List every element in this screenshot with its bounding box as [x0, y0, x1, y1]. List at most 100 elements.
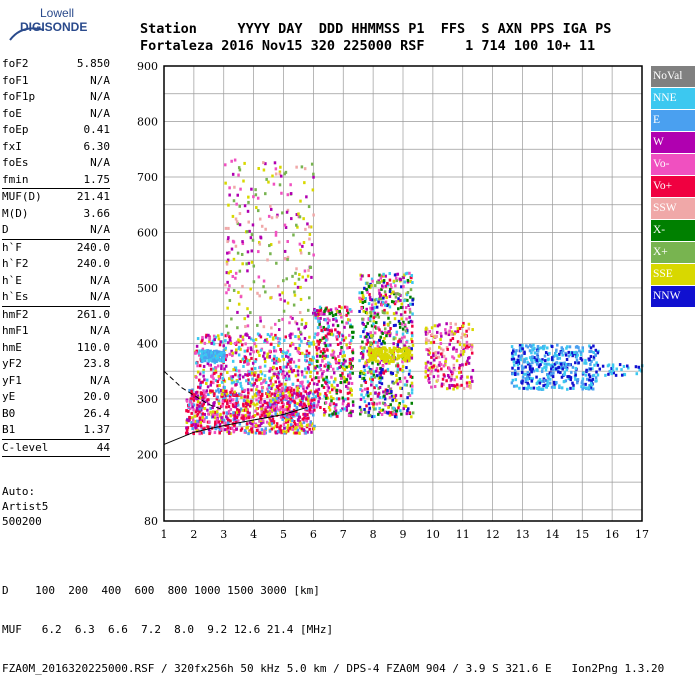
data-point — [348, 308, 352, 312]
data-point — [300, 424, 304, 428]
data-point — [360, 384, 363, 388]
data-point — [289, 397, 292, 401]
data-point — [270, 332, 273, 336]
data-point — [326, 348, 329, 352]
data-point — [382, 280, 386, 284]
data-point — [326, 321, 330, 325]
data-point — [307, 354, 310, 358]
data-point — [308, 410, 312, 414]
data-point — [402, 285, 405, 289]
data-point — [442, 364, 446, 368]
data-point — [392, 353, 396, 357]
data-point — [395, 332, 398, 336]
data-point — [391, 372, 395, 376]
data-point — [246, 346, 250, 350]
data-point — [464, 334, 468, 338]
data-point — [403, 310, 407, 314]
data-point — [367, 414, 370, 418]
data-point — [574, 345, 578, 349]
data-point — [367, 365, 371, 369]
data-point — [280, 191, 283, 195]
data-point — [313, 424, 316, 428]
data-point — [235, 202, 238, 206]
data-point — [291, 419, 294, 423]
data-point — [247, 261, 251, 265]
data-point — [450, 383, 454, 387]
data-point — [250, 383, 253, 387]
data-point — [359, 371, 362, 375]
data-point — [429, 372, 432, 376]
data-point — [286, 240, 289, 244]
data-point — [410, 391, 414, 395]
data-point — [411, 298, 414, 302]
param-value: N/A — [90, 290, 110, 303]
data-point — [304, 417, 308, 421]
data-point — [227, 341, 230, 345]
data-point — [270, 385, 274, 389]
data-point — [334, 307, 338, 311]
x-tick-label: 6 — [310, 528, 317, 541]
data-point — [201, 335, 204, 339]
data-point — [397, 319, 401, 323]
data-point — [546, 346, 549, 350]
data-point — [379, 371, 383, 375]
data-point — [259, 316, 262, 320]
data-point — [240, 343, 244, 347]
data-point — [389, 403, 392, 407]
data-point — [238, 212, 242, 216]
data-point — [362, 376, 366, 380]
data-point — [275, 404, 279, 408]
data-point — [301, 380, 304, 384]
data-point — [277, 319, 281, 323]
data-point — [380, 287, 383, 291]
data-point — [224, 346, 228, 350]
data-point — [308, 232, 312, 236]
data-point — [410, 276, 413, 280]
data-point — [268, 369, 271, 373]
data-point — [384, 388, 388, 392]
data-point — [362, 295, 365, 299]
data-point — [332, 350, 336, 354]
data-point — [228, 338, 232, 342]
data-point — [561, 353, 564, 357]
data-point — [324, 318, 327, 322]
data-point — [434, 354, 438, 358]
data-point — [300, 370, 304, 374]
data-point — [388, 305, 392, 309]
data-point — [250, 260, 254, 264]
data-point — [199, 381, 203, 385]
data-point — [200, 392, 203, 396]
data-point — [295, 267, 298, 271]
data-point — [343, 407, 347, 411]
data-point — [361, 294, 365, 298]
data-point — [285, 388, 288, 392]
axis-ticks: 1 2 3 4 5 6 7 8 9 10 11 12 13 14 15 16 17802003004005006… — [137, 60, 649, 541]
data-point — [310, 243, 314, 247]
data-point — [228, 298, 232, 302]
x-tick-label: 14 — [545, 528, 559, 541]
data-point — [252, 350, 255, 354]
data-point — [261, 431, 265, 435]
data-point — [248, 229, 251, 233]
data-point — [462, 349, 466, 353]
data-point — [270, 422, 274, 426]
data-point — [308, 427, 311, 431]
data-point — [322, 347, 325, 351]
data-point — [538, 381, 542, 385]
data-point — [246, 269, 249, 273]
data-point — [233, 413, 236, 417]
data-point — [331, 323, 335, 327]
data-point — [279, 424, 282, 428]
auto-version: 500200 — [2, 515, 42, 528]
data-point — [533, 351, 537, 355]
data-point — [256, 412, 259, 416]
data-point — [595, 361, 598, 365]
data-point — [379, 276, 383, 280]
data-point — [222, 418, 226, 422]
data-point — [308, 406, 312, 410]
data-point — [280, 349, 283, 353]
data-point — [348, 391, 352, 395]
data-point — [410, 381, 414, 385]
data-point — [243, 388, 246, 392]
data-point — [369, 343, 373, 347]
